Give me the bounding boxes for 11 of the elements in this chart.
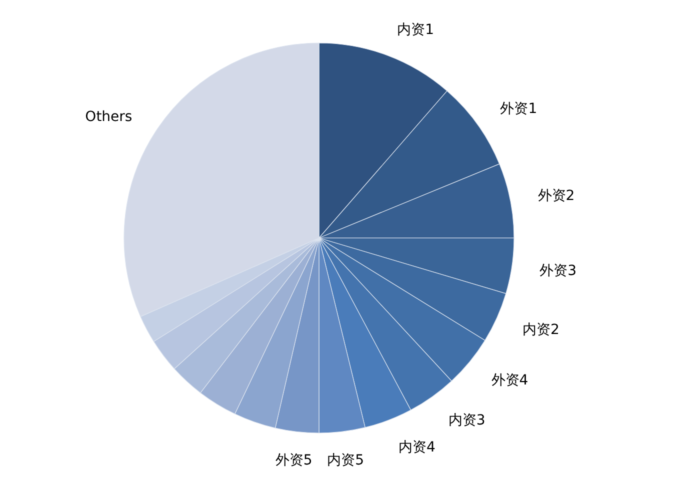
slice-label: 内资1 [397, 22, 434, 38]
slice-label: 外资5 [275, 452, 312, 469]
slice-label: 外资2 [538, 188, 575, 204]
slice-label: 外资4 [491, 372, 528, 389]
slice-label: 内资4 [398, 439, 436, 456]
slice-label: Others [85, 109, 132, 126]
slice-label: 内资3 [448, 412, 486, 429]
slice-label: 外资3 [540, 263, 577, 280]
slice-label: 外资1 [500, 101, 538, 118]
slice-label: 内资5 [327, 452, 364, 468]
slice-label: 内资2 [522, 322, 560, 338]
